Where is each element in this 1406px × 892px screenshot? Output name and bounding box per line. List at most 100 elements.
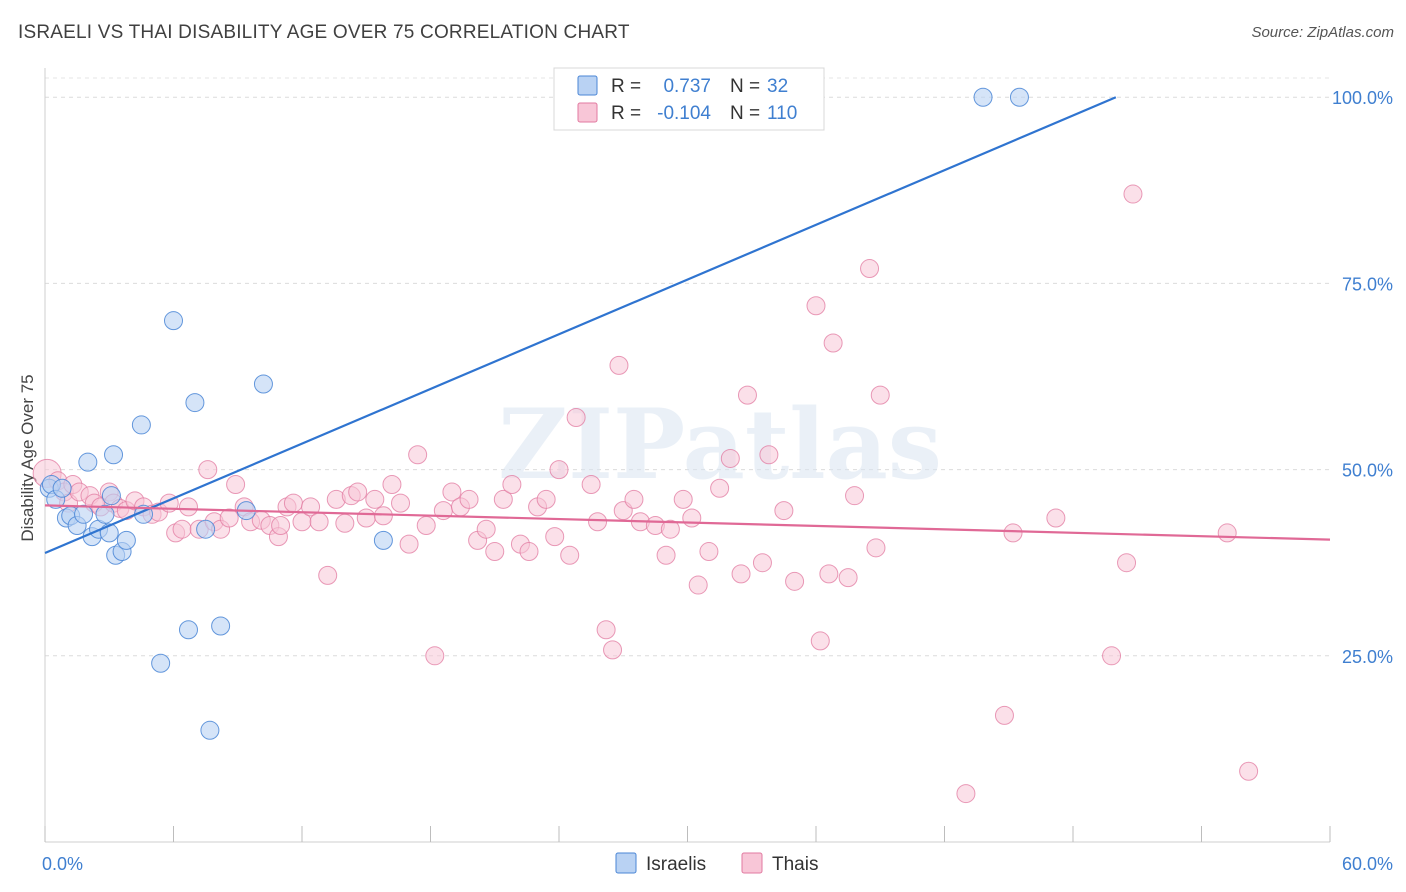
- bottom-legend-swatch-0: [615, 852, 637, 874]
- point-thais-25: [219, 508, 239, 528]
- point-israelis-31: [1009, 87, 1029, 107]
- point-thais-90: [806, 296, 826, 316]
- point-thais-36: [309, 512, 329, 532]
- point-thais-66: [560, 545, 580, 565]
- point-thais-45: [382, 475, 402, 495]
- point-thais-47: [399, 534, 419, 554]
- point-thais-73: [624, 489, 644, 509]
- point-thais-100: [994, 705, 1014, 725]
- point-israelis-17: [116, 530, 136, 550]
- point-thais-39: [335, 513, 355, 533]
- point-thais-54: [459, 489, 479, 509]
- point-thais-33: [283, 493, 303, 513]
- point-thais-71: [603, 640, 623, 660]
- point-thais-64: [545, 527, 565, 547]
- point-israelis-21: [164, 311, 183, 331]
- point-thais-104: [1117, 553, 1137, 573]
- y-tick-label-3: 100.0%: [1332, 88, 1393, 108]
- point-thais-105: [1123, 184, 1143, 204]
- point-thais-48: [408, 445, 428, 465]
- point-thais-19: [172, 519, 192, 539]
- grid-lines: [45, 77, 1330, 657]
- point-thais-49: [416, 515, 436, 535]
- point-thais-70: [596, 620, 616, 640]
- point-israelis-26: [211, 616, 231, 636]
- legend-n-label-1: N =: [730, 103, 760, 124]
- point-israelis-28: [253, 374, 273, 394]
- point-thais-65: [549, 460, 569, 480]
- point-thais-103: [1102, 646, 1122, 666]
- legend-box: [553, 67, 825, 131]
- point-thais-44: [373, 506, 393, 526]
- point-israelis-29: [373, 530, 393, 550]
- point-thais-93: [823, 333, 843, 353]
- point-thais-78: [673, 489, 693, 509]
- point-thais-67: [566, 407, 586, 427]
- legend-r-label-0: R =: [611, 76, 641, 97]
- point-thais-107: [1239, 761, 1259, 781]
- bottom-legend-label-1: Thais: [772, 854, 818, 875]
- point-thais-96: [860, 259, 880, 279]
- point-thais-56: [476, 519, 496, 539]
- point-thais-22: [198, 460, 218, 480]
- point-israelis-22: [178, 620, 198, 640]
- point-thais-76: [656, 545, 676, 565]
- point-thais-108: [609, 355, 629, 375]
- point-israelis-23: [185, 393, 205, 413]
- point-thais-87: [759, 445, 779, 465]
- point-thais-46: [391, 493, 411, 513]
- chart-title: ISRAELI VS THAI DISABILITY AGE OVER 75 C…: [18, 22, 630, 43]
- point-thais-69: [588, 512, 608, 532]
- legend-n-value-1: 110: [767, 103, 797, 124]
- bottom-legend: Israelis Thais: [615, 852, 818, 875]
- point-thais-20: [178, 497, 198, 517]
- point-thais-89: [785, 571, 805, 591]
- x-tick-label-1: 60.0%: [1342, 854, 1393, 874]
- point-israelis-7: [74, 504, 94, 524]
- point-thais-77: [660, 519, 680, 539]
- top-legend: R = 0.737 N = 32 R = -0.104 N = 110: [553, 67, 825, 131]
- legend-r-value-1: -0.104: [657, 103, 711, 124]
- point-israelis-8: [78, 452, 98, 472]
- point-thais-80: [688, 575, 708, 595]
- point-thais-91: [810, 631, 830, 651]
- point-thais-83: [720, 448, 740, 468]
- point-thais-61: [519, 542, 539, 562]
- point-thais-102: [1046, 508, 1066, 528]
- bottom-legend-swatch-1: [741, 852, 763, 874]
- point-thais-92: [819, 564, 839, 584]
- point-israelis-18: [131, 415, 151, 435]
- point-israelis-20: [151, 653, 171, 673]
- point-israelis-14: [104, 445, 124, 465]
- point-thais-82: [710, 478, 730, 498]
- point-thais-50: [425, 646, 445, 666]
- point-thais-57: [485, 542, 505, 562]
- point-thais-98: [870, 385, 890, 405]
- trend-lines: [44, 96, 1331, 555]
- y-tick-label-2: 75.0%: [1342, 274, 1393, 294]
- y-tick-label-1: 50.0%: [1342, 461, 1393, 481]
- point-thais-59: [502, 475, 522, 495]
- bottom-legend-label-0: Israelis: [646, 854, 706, 875]
- legend-r-label-1: R =: [611, 103, 641, 124]
- point-thais-43: [365, 489, 385, 509]
- point-israelis-11: [95, 504, 115, 524]
- point-israelis-3: [52, 478, 72, 498]
- point-thais-101: [1003, 523, 1023, 543]
- point-thais-26: [226, 475, 246, 495]
- point-thais-97: [866, 538, 886, 558]
- point-israelis-30: [973, 87, 993, 107]
- point-israelis-13: [101, 486, 121, 506]
- point-thais-88: [774, 501, 794, 521]
- legend-swatch-0: [577, 75, 598, 96]
- point-thais-37: [318, 565, 338, 585]
- point-thais-41: [348, 482, 368, 502]
- y-tick-label-0: 25.0%: [1342, 647, 1393, 667]
- point-thais-95: [845, 486, 865, 506]
- point-thais-84: [731, 564, 751, 584]
- point-thais-42: [356, 508, 376, 528]
- trendline-israelis: [44, 96, 1117, 555]
- point-thais-106: [1217, 523, 1237, 543]
- legend-swatch-1: [577, 102, 598, 123]
